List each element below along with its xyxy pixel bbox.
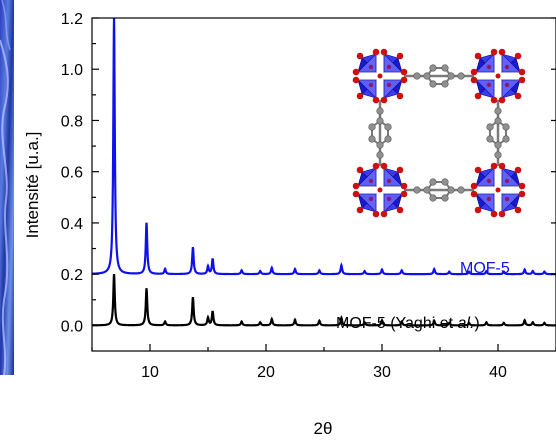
ticks-layer bbox=[91, 17, 556, 351]
x-tick-label-40: 40 bbox=[489, 364, 507, 381]
x-tick-label-10: 10 bbox=[141, 364, 159, 381]
labels-layer: 10 20 30 40 0.0 0.2 0.4 0.6 0.8 1.0 1.2 bbox=[61, 11, 507, 381]
series-label-mof5-yaghi-part1: MOF-5 (Yaghi et bbox=[336, 315, 458, 332]
y-axis-title: Intensité [u.a.] bbox=[23, 132, 42, 239]
y-tick-label-6: 1.2 bbox=[61, 11, 83, 28]
series-label-mof5-yaghi-part3: ) bbox=[474, 315, 479, 332]
bdc-linker-h-top bbox=[404, 64, 474, 88]
bdc-linker-v-right bbox=[486, 100, 510, 166]
zn4o-cluster-tl bbox=[352, 48, 408, 104]
zn4o-cluster-bl bbox=[352, 162, 408, 218]
x-tick-label-30: 30 bbox=[373, 364, 391, 381]
series-line-1 bbox=[92, 274, 556, 327]
bdc-linker-h-bottom bbox=[404, 178, 474, 202]
series-line-0 bbox=[92, 18, 556, 276]
y-tick-label-2: 0.4 bbox=[61, 216, 83, 233]
x-axis-title: 2θ bbox=[314, 419, 333, 438]
zn4o-cluster-br bbox=[470, 162, 526, 218]
y-tick-label-1: 0.2 bbox=[61, 267, 83, 284]
mof-5-crystal-structure-icon bbox=[352, 48, 526, 218]
series-label-mof5-yaghi-italic: al. bbox=[458, 315, 475, 332]
zn4o-cluster-tr bbox=[470, 48, 526, 104]
series-label-mof5-yaghi: MOF-5 (Yaghi et al.) bbox=[336, 315, 480, 332]
series-label-mof5: MOF-5 bbox=[460, 260, 510, 277]
series-layer bbox=[92, 18, 556, 327]
y-tick-label-5: 1.0 bbox=[61, 62, 83, 79]
x-tick-label-20: 20 bbox=[257, 364, 275, 381]
y-tick-label-0: 0.0 bbox=[61, 318, 83, 335]
blue-photo-strip-icon bbox=[0, 0, 14, 442]
y-tick-label-4: 0.8 bbox=[61, 113, 83, 130]
bdc-linker-v-left bbox=[368, 100, 392, 166]
y-tick-label-3: 0.6 bbox=[61, 165, 83, 182]
